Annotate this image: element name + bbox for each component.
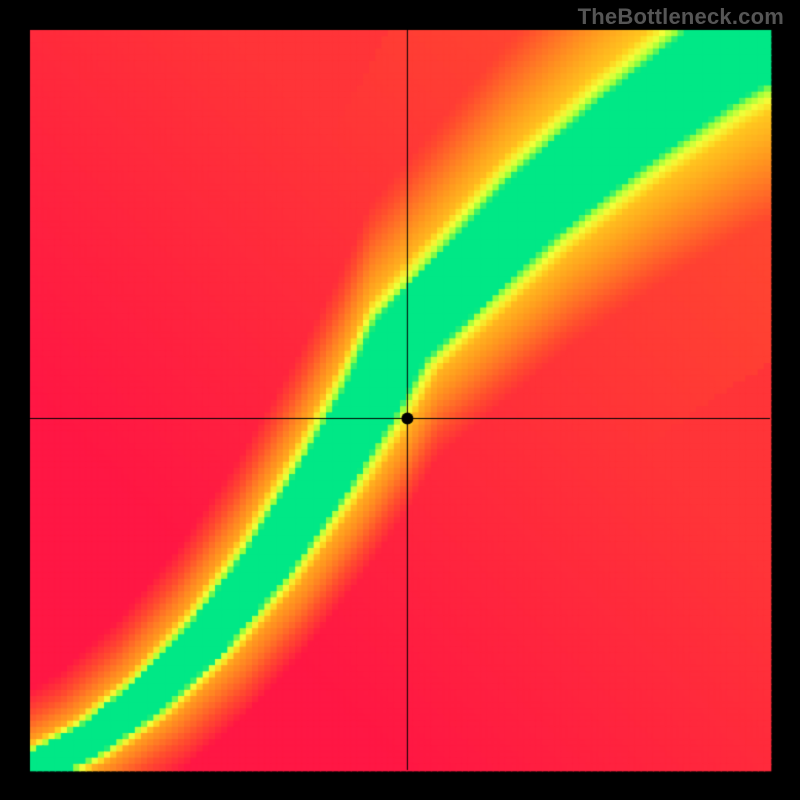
chart-frame: { "watermark": { "text": "TheBottleneck.… bbox=[0, 0, 800, 800]
watermark-text: TheBottleneck.com bbox=[578, 4, 784, 30]
bottleneck-heatmap bbox=[0, 0, 800, 800]
